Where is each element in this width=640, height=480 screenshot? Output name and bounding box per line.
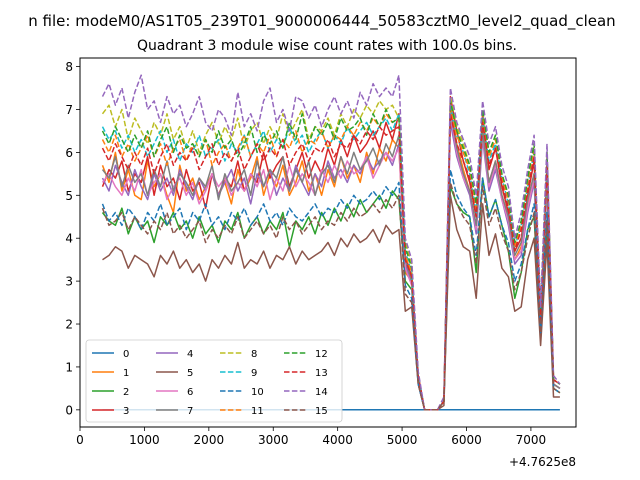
series-line-8	[101, 95, 561, 411]
legend-label-8: 8	[251, 349, 257, 360]
legend-label-4: 4	[187, 349, 193, 360]
x-axis: 0 1000 2000 3000 4000 5000 6000 7000	[76, 427, 546, 447]
legend-label-7: 7	[187, 406, 193, 417]
x-offset-label: +4.7625e8	[509, 455, 576, 469]
y-tick-label: 1	[65, 360, 73, 374]
legend-label-0: 0	[123, 349, 129, 360]
legend-box	[85, 339, 343, 423]
series-line-15	[101, 181, 561, 411]
legend-label-3: 3	[123, 406, 129, 417]
legend-label-2: 2	[123, 387, 129, 398]
legend-label-10: 10	[251, 387, 264, 398]
y-tick-label: 7	[65, 103, 73, 117]
chart-suptitle: n file: modeM0/AS1T05_239T01_9000006444_…	[28, 12, 615, 31]
x-tick-label: 4000	[322, 433, 353, 447]
series-line-2	[101, 177, 561, 411]
y-tick-label: 5	[65, 189, 73, 203]
plot-series-group	[101, 74, 561, 411]
x-tick-label: 7000	[516, 433, 547, 447]
series-line-7	[101, 108, 561, 411]
legend-label-5: 5	[187, 368, 193, 379]
y-tick-label: 0	[65, 403, 73, 417]
series-line-10	[101, 168, 561, 411]
legend-label-9: 9	[251, 368, 257, 379]
y-tick-label: 6	[65, 146, 73, 160]
chart-title: Quadrant 3 module wise count rates with …	[137, 38, 517, 54]
x-tick-label: 0	[76, 433, 84, 447]
legend-label-15: 15	[315, 406, 328, 417]
y-tick-label: 8	[65, 60, 73, 74]
x-tick-label: 6000	[451, 433, 482, 447]
legend-label-13: 13	[315, 368, 328, 379]
x-tick-label: 2000	[194, 433, 225, 447]
series-line-12	[101, 100, 561, 411]
series-line-9	[101, 104, 561, 411]
series-line-14	[101, 74, 561, 411]
legend-label-6: 6	[187, 387, 193, 398]
y-axis: 0 1 2 3 4 5 6 7 8	[65, 60, 80, 417]
series-line-13	[101, 113, 561, 411]
y-tick-label: 3	[65, 275, 73, 289]
x-tick-label: 5000	[387, 433, 418, 447]
legend-label-14: 14	[315, 387, 328, 398]
x-tick-label: 1000	[129, 433, 160, 447]
legend-label-12: 12	[315, 349, 328, 360]
y-tick-label: 2	[65, 318, 73, 332]
legend-label-11: 11	[251, 406, 264, 417]
series-line-5	[102, 194, 560, 411]
y-tick-label: 4	[65, 232, 73, 246]
x-tick-label: 3000	[258, 433, 289, 447]
legend-label-1: 1	[123, 368, 129, 379]
plot-frame	[79, 57, 577, 428]
